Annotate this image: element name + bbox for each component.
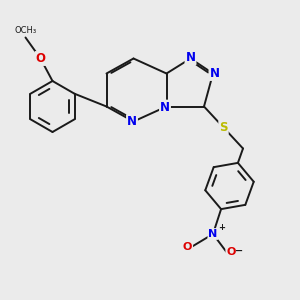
Text: −: − <box>235 245 243 256</box>
Text: N: N <box>160 100 170 114</box>
Text: O: O <box>35 52 46 65</box>
Text: OCH₃: OCH₃ <box>14 26 37 35</box>
Text: S: S <box>219 121 228 134</box>
Text: N: N <box>208 229 217 239</box>
Text: O: O <box>183 242 192 253</box>
Text: N: N <box>185 51 196 64</box>
Text: N: N <box>209 67 220 80</box>
Text: O: O <box>226 247 236 257</box>
Text: N: N <box>127 115 137 128</box>
Text: +: + <box>218 223 225 232</box>
